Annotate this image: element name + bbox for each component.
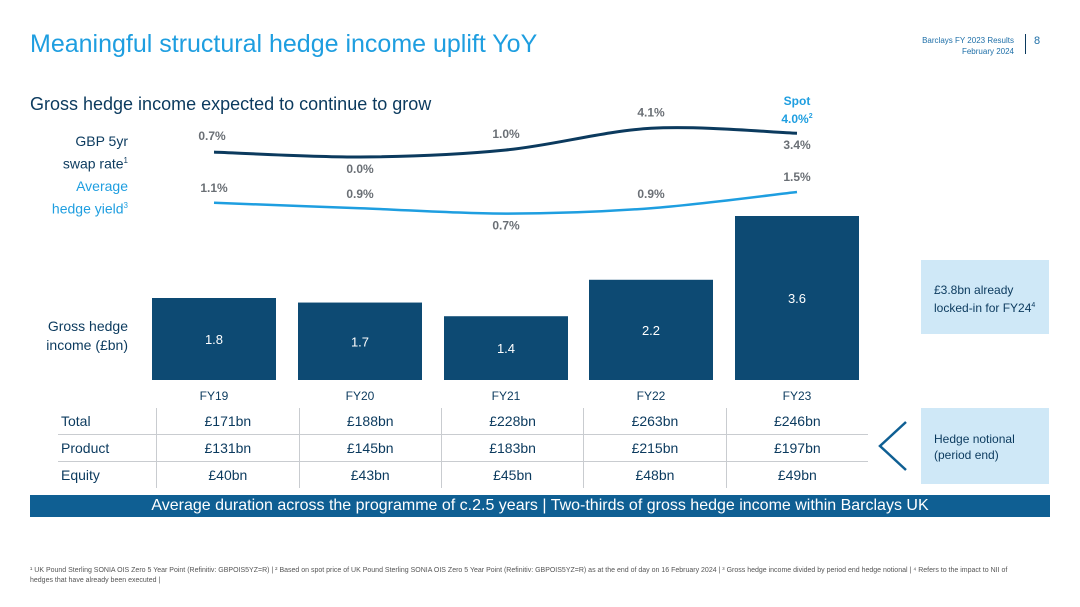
chart-subtitle: Gross hedge income expected to continue … <box>30 94 432 114</box>
chevron-left-icon <box>878 421 907 471</box>
bar-fy22 <box>589 279 713 380</box>
x-tick-label: FY23 <box>783 389 812 403</box>
table-cell: £171bn <box>156 408 300 435</box>
table-cell: £40bn <box>156 461 300 488</box>
hedge-yield-label: 0.9% <box>346 187 374 201</box>
hedge-yield-label: 1.1% <box>200 181 228 195</box>
x-tick-label: FY22 <box>637 389 666 403</box>
notional-line2: (period end) <box>934 448 999 462</box>
locked-in-line2: locked-in for FY24 <box>934 301 1032 315</box>
table-cell: £197bn <box>725 434 868 462</box>
table-row: Product £131bn £145bn £183bn £215bn £197bn <box>58 434 868 462</box>
summary-banner: Average duration across the programme of… <box>30 495 1050 517</box>
table-row-label: Product <box>58 434 157 462</box>
locked-in-footnote-ref: 4 <box>1031 302 1036 309</box>
hedge-notional-table: Total £171bn £188bn £228bn £263bn £246bn Produ… <box>58 408 868 488</box>
swap-rate-label: 1.0% <box>492 127 520 141</box>
hedge-notional-table-body: Total £171bn £188bn £228bn £263bn £246bn Produ… <box>58 408 868 488</box>
spot-value: 4.0% <box>781 112 809 126</box>
hedge-yield-label-line2: hedge yield <box>51 200 124 217</box>
report-name: Barclays FY 2023 Results <box>922 36 1014 45</box>
table-cell: £45bn <box>440 461 584 488</box>
table-cell: £48bn <box>583 461 727 488</box>
table-cell: £263bn <box>583 408 727 435</box>
hedge-yield-label: 0.9% <box>637 187 665 201</box>
hedge-income-label: Gross hedge income (£bn) <box>28 317 128 355</box>
table-row: Equity £40bn £43bn £45bn £48bn £49bn <box>58 461 868 488</box>
table-row: Total £171bn £188bn £228bn £263bn £246bn <box>58 408 868 435</box>
bar-value-label: 1.7 <box>351 334 369 349</box>
table-cell: £215bn <box>583 434 727 462</box>
page-title: Meaningful structural hedge income uplif… <box>30 30 538 58</box>
table-cell: £188bn <box>298 408 442 435</box>
swap-rate-label: 0.7% <box>198 129 226 143</box>
hedge-yield-label: 0.7% <box>492 219 520 233</box>
table-row-label: Total <box>61 413 91 429</box>
hedge-income-label-line2: income (£bn) <box>46 337 128 353</box>
swap-rate-label: 4.1% <box>637 105 665 119</box>
bar-value-label: 3.6 <box>788 291 806 306</box>
bar-value-label: 1.4 <box>497 341 515 356</box>
table-row-label: Equity <box>58 461 157 488</box>
bar-value-label: 2.2 <box>642 323 660 338</box>
swap-rate-line <box>213 126 798 159</box>
hedge-yield-label: Average hedge yield3 <box>28 177 128 219</box>
swap-rate-label: 3.4% <box>783 138 811 152</box>
hedge-income-chart: 1.8 FY19 1.7 FY20 1.4 FY21 2.2 FY22 3.6 FY23 0.7% 0… <box>152 105 859 403</box>
hedge-income-label-line1: Gross hedge <box>47 318 128 334</box>
notional-line1: Hedge notional <box>934 432 1015 446</box>
spot-footnote-ref: 2 <box>808 113 813 120</box>
spot-rate: Spot 4.0%2 <box>777 94 817 127</box>
x-tick-label: FY21 <box>492 389 521 403</box>
spot-label: Spot <box>783 94 811 108</box>
bar-fy19 <box>152 298 276 380</box>
report-header: Barclays FY 2023 Results February 2024 <box>922 35 1014 57</box>
hedge-yield-label: 1.5% <box>783 170 811 184</box>
report-date: February 2024 <box>961 47 1014 56</box>
table-cell: £49bn <box>725 461 868 488</box>
table-cell: £228bn <box>440 408 584 435</box>
x-tick-label: FY19 <box>200 389 229 403</box>
swap-rate-label: GBP 5yr swap rate1 <box>28 132 128 174</box>
table-cell: £145bn <box>298 434 442 462</box>
table-cell: £246bn <box>725 408 868 435</box>
swap-rate-footnote-ref: 1 <box>123 156 128 165</box>
table-cell: £183bn <box>440 434 584 462</box>
x-tick-label: FY20 <box>346 389 375 403</box>
hedge-yield-line <box>213 190 798 215</box>
table-cell: £131bn <box>156 434 300 462</box>
locked-in-callout: £3.8bn already locked-in for FY244 <box>921 260 1049 334</box>
header-divider <box>1025 34 1026 54</box>
page-number: 8 <box>1034 35 1041 47</box>
table-cell: £43bn <box>298 461 442 488</box>
hedge-yield-footnote-ref: 3 <box>123 201 128 210</box>
hedge-notional-callout: Hedge notional (period end) <box>921 408 1049 484</box>
bar-fy20 <box>298 302 422 380</box>
bar-fy21 <box>444 316 568 380</box>
locked-in-line1: £3.8bn already <box>934 283 1014 297</box>
bar-fy23 <box>735 216 859 380</box>
footnotes: ¹ UK Pound Sterling SONIA OIS Zero 5 Yea… <box>30 567 1008 584</box>
swap-rate-label-line1: GBP 5yr <box>75 133 128 149</box>
swap-rate-label-line2: swap rate <box>62 155 124 172</box>
swap-rate-label: 0.0% <box>346 162 374 176</box>
hedge-yield-label-line1: Average <box>76 178 128 194</box>
bar-value-label: 1.8 <box>205 332 223 347</box>
